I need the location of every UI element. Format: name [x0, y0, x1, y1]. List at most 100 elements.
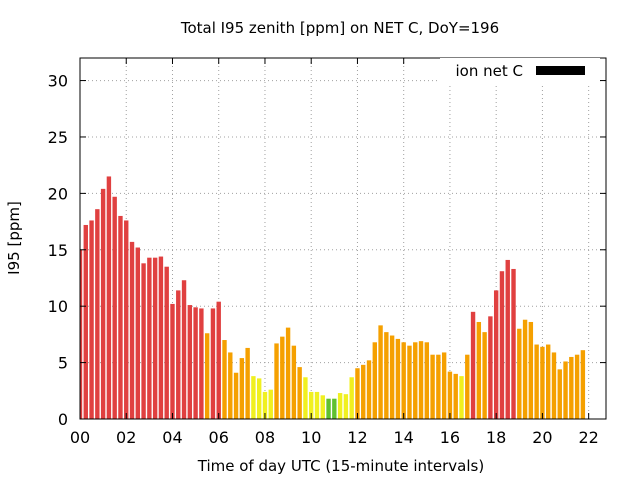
chart-title: Total I95 zenith [ppm] on NET C, DoY=196	[180, 19, 499, 37]
x-tick-label: 22	[578, 428, 598, 447]
bar	[170, 303, 175, 419]
bar	[256, 378, 262, 419]
bar	[540, 346, 545, 419]
bar	[424, 342, 430, 419]
bar	[436, 354, 441, 419]
legend-swatch	[536, 66, 585, 75]
bar	[285, 327, 291, 419]
bar	[470, 311, 476, 419]
y-tick-label: 0	[58, 410, 68, 429]
bar	[164, 266, 169, 419]
bar	[239, 358, 245, 419]
bar	[210, 308, 216, 419]
bar	[80, 249, 83, 419]
bar	[476, 321, 482, 419]
y-axis-label: I95 [ppm]	[5, 201, 23, 275]
x-tick-label: 14	[394, 428, 414, 447]
bar	[83, 224, 88, 419]
bar	[309, 391, 314, 419]
bar	[499, 271, 505, 419]
bar	[361, 364, 366, 419]
bar	[343, 394, 349, 419]
x-tick-label: 10	[301, 428, 321, 447]
bar	[528, 321, 534, 419]
bar	[546, 344, 551, 419]
x-tick-label: 08	[255, 428, 275, 447]
bar	[430, 354, 435, 419]
bar	[378, 325, 383, 419]
bar	[141, 263, 146, 419]
bar	[337, 393, 343, 419]
bar	[245, 347, 250, 419]
bar	[459, 376, 464, 419]
bar	[574, 354, 580, 419]
bar	[158, 256, 164, 419]
bar	[118, 215, 123, 419]
bar	[274, 343, 279, 419]
bar	[418, 341, 424, 419]
bar	[204, 333, 210, 419]
x-tick-label: 06	[209, 428, 229, 447]
x-tick-label: 00	[70, 428, 90, 447]
bar	[303, 377, 308, 419]
x-axis-label: Time of day UTC (15-minute intervals)	[197, 457, 484, 475]
x-tick-label: 16	[440, 428, 460, 447]
bar	[465, 354, 470, 419]
y-tick-label: 25	[48, 128, 68, 147]
bar	[129, 241, 135, 419]
bar	[557, 369, 562, 419]
axis-ticks: 0 5 10 15 20 25 30 00 02 04 06 08 10 12 14 16 18 20 22	[48, 58, 606, 447]
x-tick-label: 12	[347, 428, 367, 447]
bar	[228, 352, 233, 419]
bar	[199, 308, 204, 419]
bar	[355, 368, 360, 419]
bar	[366, 360, 372, 419]
bar	[291, 345, 297, 419]
bar	[268, 389, 273, 419]
bar	[222, 340, 227, 419]
bar	[147, 257, 152, 419]
bar	[453, 373, 458, 419]
bar	[349, 377, 354, 419]
legend-label: ion net C	[456, 62, 523, 80]
bar	[280, 336, 285, 419]
bar	[522, 319, 528, 419]
y-tick-label: 10	[48, 297, 68, 316]
bar	[488, 316, 493, 419]
bar	[112, 196, 117, 419]
bar	[251, 376, 256, 419]
y-tick-label: 5	[58, 354, 68, 373]
bar	[100, 188, 106, 419]
bar	[505, 259, 510, 419]
bar	[95, 209, 100, 419]
bar	[106, 176, 112, 419]
bar	[176, 290, 181, 419]
bar	[262, 391, 268, 419]
bar	[326, 398, 331, 419]
bar	[297, 367, 302, 419]
bar	[482, 332, 487, 419]
y-tick-label: 20	[48, 184, 68, 203]
bar	[534, 344, 539, 419]
plot-frame	[79, 57, 607, 420]
bar	[517, 328, 522, 419]
bar	[447, 371, 453, 419]
x-tick-label: 18	[486, 428, 506, 447]
bar	[314, 391, 320, 419]
y-tick-label: 30	[48, 72, 68, 91]
bar	[89, 220, 94, 419]
bar	[124, 220, 129, 419]
bar	[401, 342, 406, 419]
bar	[320, 395, 325, 419]
bar	[493, 290, 499, 419]
x-tick-label: 02	[116, 428, 136, 447]
bar	[395, 338, 401, 419]
bar	[152, 257, 158, 419]
bar	[135, 247, 140, 419]
bar	[181, 280, 187, 419]
bar	[563, 361, 568, 419]
bar	[511, 268, 516, 419]
bar	[413, 342, 418, 419]
bar	[384, 332, 389, 419]
